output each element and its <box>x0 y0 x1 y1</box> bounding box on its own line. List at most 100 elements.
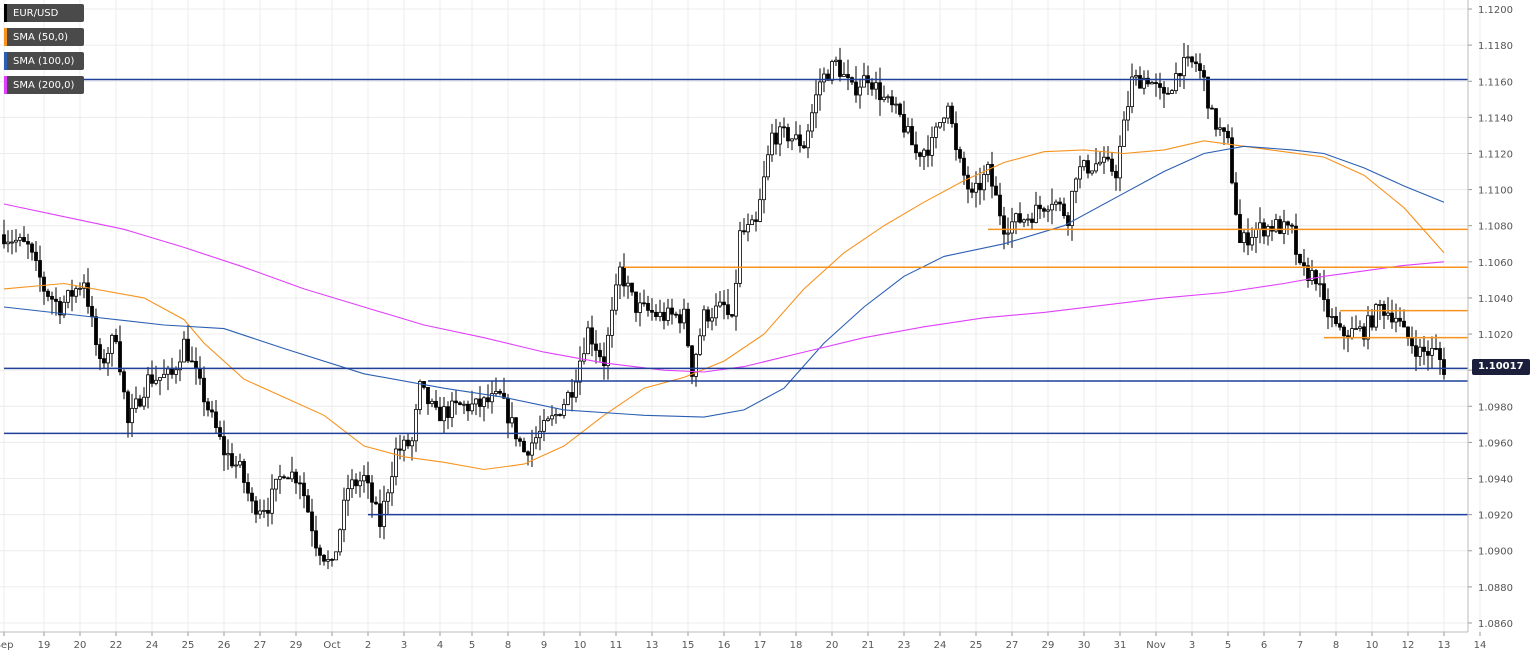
y-tick-label: 1.1180 <box>1478 41 1513 52</box>
candle <box>666 298 670 326</box>
candle <box>630 282 634 296</box>
y-tick-label: 1.1120 <box>1478 149 1513 160</box>
candle <box>558 413 562 417</box>
candle <box>186 324 190 364</box>
candle <box>870 78 874 96</box>
candle <box>754 211 758 232</box>
candle <box>522 437 526 453</box>
candle <box>1006 217 1010 245</box>
candle <box>34 241 38 271</box>
candle <box>1166 87 1170 95</box>
candle <box>1430 336 1434 369</box>
candle <box>658 299 662 322</box>
candle <box>1030 212 1034 230</box>
x-tick-label: 14 <box>1474 640 1487 651</box>
candle <box>350 469 354 498</box>
candle <box>834 56 838 66</box>
candle <box>842 62 846 77</box>
legend-item-price[interactable]: EUR/USD <box>4 4 84 22</box>
candle <box>1162 81 1166 109</box>
candle <box>366 461 370 499</box>
candle <box>846 59 850 91</box>
candle <box>602 342 606 380</box>
x-tick-label: 24 <box>146 640 159 651</box>
x-tick-label: 19 <box>38 640 51 651</box>
candle <box>234 455 238 479</box>
legend-item-sma200[interactable]: SMA (200,0) <box>4 76 84 94</box>
x-tick-label: 11 <box>610 640 623 651</box>
candle <box>1186 44 1190 67</box>
candle <box>1082 159 1086 171</box>
candle <box>6 230 10 253</box>
legend-item-sma100[interactable]: SMA (100,0) <box>4 52 84 70</box>
candle <box>626 275 630 299</box>
candle <box>722 290 726 320</box>
candle <box>430 398 434 408</box>
candle <box>26 233 30 260</box>
candle <box>458 401 462 406</box>
candle <box>1106 145 1110 162</box>
candle <box>554 408 558 424</box>
candle <box>590 315 594 357</box>
candle <box>1210 104 1214 110</box>
candle <box>854 66 858 103</box>
candle <box>110 333 114 367</box>
candle <box>218 420 222 440</box>
candle <box>178 349 182 382</box>
x-tick-label: 30 <box>1078 640 1091 651</box>
candle <box>306 488 310 513</box>
candle <box>1358 320 1362 332</box>
candle <box>1190 55 1194 68</box>
y-tick-label: 1.0860 <box>1478 619 1513 630</box>
candle <box>1002 206 1006 250</box>
candle <box>1014 212 1018 235</box>
candle <box>418 379 422 415</box>
candle <box>254 496 258 523</box>
candle <box>158 377 162 396</box>
y-tick-label: 1.1060 <box>1478 258 1513 269</box>
candle <box>814 80 818 129</box>
candle <box>1426 340 1430 371</box>
candle <box>1146 70 1150 87</box>
candle <box>146 366 150 409</box>
candle <box>910 118 914 146</box>
candle <box>898 102 902 118</box>
candle <box>734 269 738 331</box>
candle <box>362 465 366 493</box>
x-tick-label: 6 <box>1261 640 1267 651</box>
candle <box>374 496 378 506</box>
candle <box>878 67 882 116</box>
candle <box>818 68 822 111</box>
legend-item-sma50[interactable]: SMA (50,0) <box>4 28 84 46</box>
candle <box>1194 53 1198 73</box>
candle <box>778 121 782 157</box>
x-tick-label: 17 <box>754 640 767 651</box>
candle <box>646 295 650 317</box>
x-tick-label: 12 <box>1402 640 1415 651</box>
candle <box>1222 127 1226 145</box>
candle <box>1330 308 1334 328</box>
candle <box>82 274 86 299</box>
candle <box>1086 154 1090 179</box>
candle <box>830 59 834 85</box>
candle <box>1134 69 1138 86</box>
candle <box>862 62 866 88</box>
candle <box>318 544 322 566</box>
candle <box>54 287 58 316</box>
legend-label: SMA (50,0) <box>13 31 69 43</box>
candle <box>330 558 334 567</box>
candle <box>574 369 578 403</box>
candle <box>790 138 794 151</box>
candle <box>490 380 494 414</box>
candle <box>1094 148 1098 174</box>
sma-50-line <box>3 140 1445 471</box>
candle <box>726 289 730 320</box>
candle <box>94 308 98 356</box>
candle <box>546 416 550 422</box>
candle <box>286 476 290 480</box>
x-tick-label: 3 <box>1189 640 1195 651</box>
candle <box>966 166 970 204</box>
candle <box>78 282 82 296</box>
candle <box>1246 218 1250 256</box>
candle <box>138 394 142 408</box>
